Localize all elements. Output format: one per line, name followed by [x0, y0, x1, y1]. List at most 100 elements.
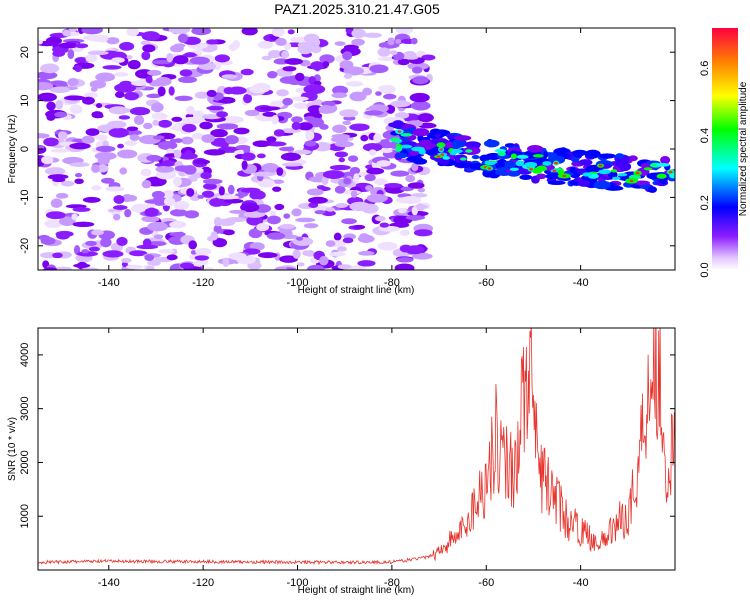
- noise-blob: [129, 106, 151, 116]
- noise-blob: [119, 41, 135, 51]
- noise-blob: [217, 218, 236, 227]
- noise-blob: [319, 54, 335, 64]
- noise-blob: [188, 240, 198, 250]
- noise-blob: [343, 177, 352, 185]
- noise-blob: [223, 229, 235, 236]
- signal-blob: [483, 139, 500, 148]
- noise-blob: [405, 55, 419, 60]
- noise-blob: [179, 69, 193, 77]
- noise-blob: [52, 50, 66, 57]
- noise-blob: [56, 232, 70, 240]
- signal-blob: [418, 139, 432, 148]
- noise-blob: [131, 80, 148, 87]
- noise-blob: [38, 81, 54, 91]
- noise-blob: [296, 236, 304, 241]
- noise-blob: [332, 85, 349, 95]
- signal-blob: [409, 150, 420, 156]
- signal-blob: [412, 128, 430, 137]
- noise-blob: [279, 146, 295, 152]
- noise-blob: [412, 76, 429, 85]
- noise-blob: [55, 192, 69, 199]
- noise-blob: [133, 115, 145, 126]
- noise-blob: [172, 55, 189, 65]
- noise-blob: [411, 206, 418, 216]
- noise-blob: [218, 186, 225, 196]
- noise-blob: [222, 257, 230, 268]
- noise-blob: [273, 129, 285, 137]
- noise-blob: [113, 213, 121, 221]
- noise-blob: [106, 37, 120, 45]
- noise-blob: [334, 151, 349, 158]
- noise-blob: [375, 215, 386, 222]
- noise-blob: [173, 200, 190, 210]
- noise-blob: [217, 195, 239, 200]
- noise-blob: [152, 135, 165, 140]
- noise-blob: [399, 229, 410, 236]
- noise-blob: [212, 237, 228, 248]
- noise-blob: [76, 251, 98, 257]
- noise-blob: [341, 218, 357, 225]
- noise-blob: [333, 232, 342, 241]
- noise-blob: [95, 113, 104, 119]
- noise-blob: [151, 60, 172, 65]
- noise-blob: [69, 162, 90, 167]
- noise-blob: [126, 28, 140, 37]
- signal-peak: [484, 161, 496, 166]
- noise-blob: [314, 210, 326, 215]
- noise-blob: [95, 134, 108, 141]
- noise-blob: [305, 130, 315, 141]
- noise-blob: [373, 178, 388, 186]
- noise-blob: [207, 95, 214, 103]
- noise-blob: [413, 229, 433, 237]
- noise-blob: [271, 28, 285, 37]
- signal-peak: [598, 169, 611, 175]
- x-tick-label: -60: [478, 277, 494, 289]
- noise-blob: [335, 203, 348, 209]
- noise-blob: [151, 102, 164, 113]
- noise-blob: [69, 28, 77, 33]
- signal-blob: [660, 155, 671, 165]
- signal-peak-core: [397, 130, 402, 133]
- noise-blob: [75, 43, 89, 49]
- noise-blob: [59, 216, 76, 227]
- colorbar-tick-label: 0.6: [699, 61, 711, 76]
- noise-blob: [267, 71, 278, 79]
- noise-blob: [146, 154, 162, 162]
- noise-blob: [349, 265, 367, 270]
- signal-peak: [655, 162, 670, 167]
- signal-peak-core: [440, 153, 445, 156]
- signal-peak: [524, 161, 538, 168]
- snr-line: [38, 328, 675, 566]
- noise-blob: [91, 164, 100, 173]
- noise-blob: [204, 267, 214, 270]
- x-tick-label: -80: [384, 277, 400, 289]
- noise-blob: [124, 140, 138, 146]
- noise-blob: [303, 223, 319, 229]
- noise-blob: [126, 126, 139, 132]
- signal-peak: [643, 167, 653, 171]
- noise-blob: [72, 207, 91, 212]
- noise-blob: [95, 103, 103, 109]
- noise-blob: [397, 58, 410, 66]
- noise-blob: [111, 57, 125, 63]
- noise-blob: [173, 149, 182, 159]
- noise-blob: [82, 35, 101, 41]
- noise-blob: [45, 36, 62, 46]
- noise-blob: [292, 249, 301, 259]
- signal-peak: [542, 161, 552, 166]
- noise-blob: [380, 148, 393, 153]
- noise-blob: [147, 69, 162, 76]
- noise-blob: [248, 228, 263, 239]
- noise-blob: [85, 54, 98, 63]
- noise-blob: [85, 128, 100, 136]
- noise-blob: [101, 177, 115, 184]
- noise-blob: [81, 28, 103, 35]
- noise-blob: [363, 32, 382, 38]
- noise-blob: [349, 201, 371, 212]
- signal-blob: [471, 155, 480, 160]
- signal-blob: [479, 154, 491, 162]
- x-tick-label: -120: [192, 577, 214, 589]
- noise-blob: [224, 198, 244, 204]
